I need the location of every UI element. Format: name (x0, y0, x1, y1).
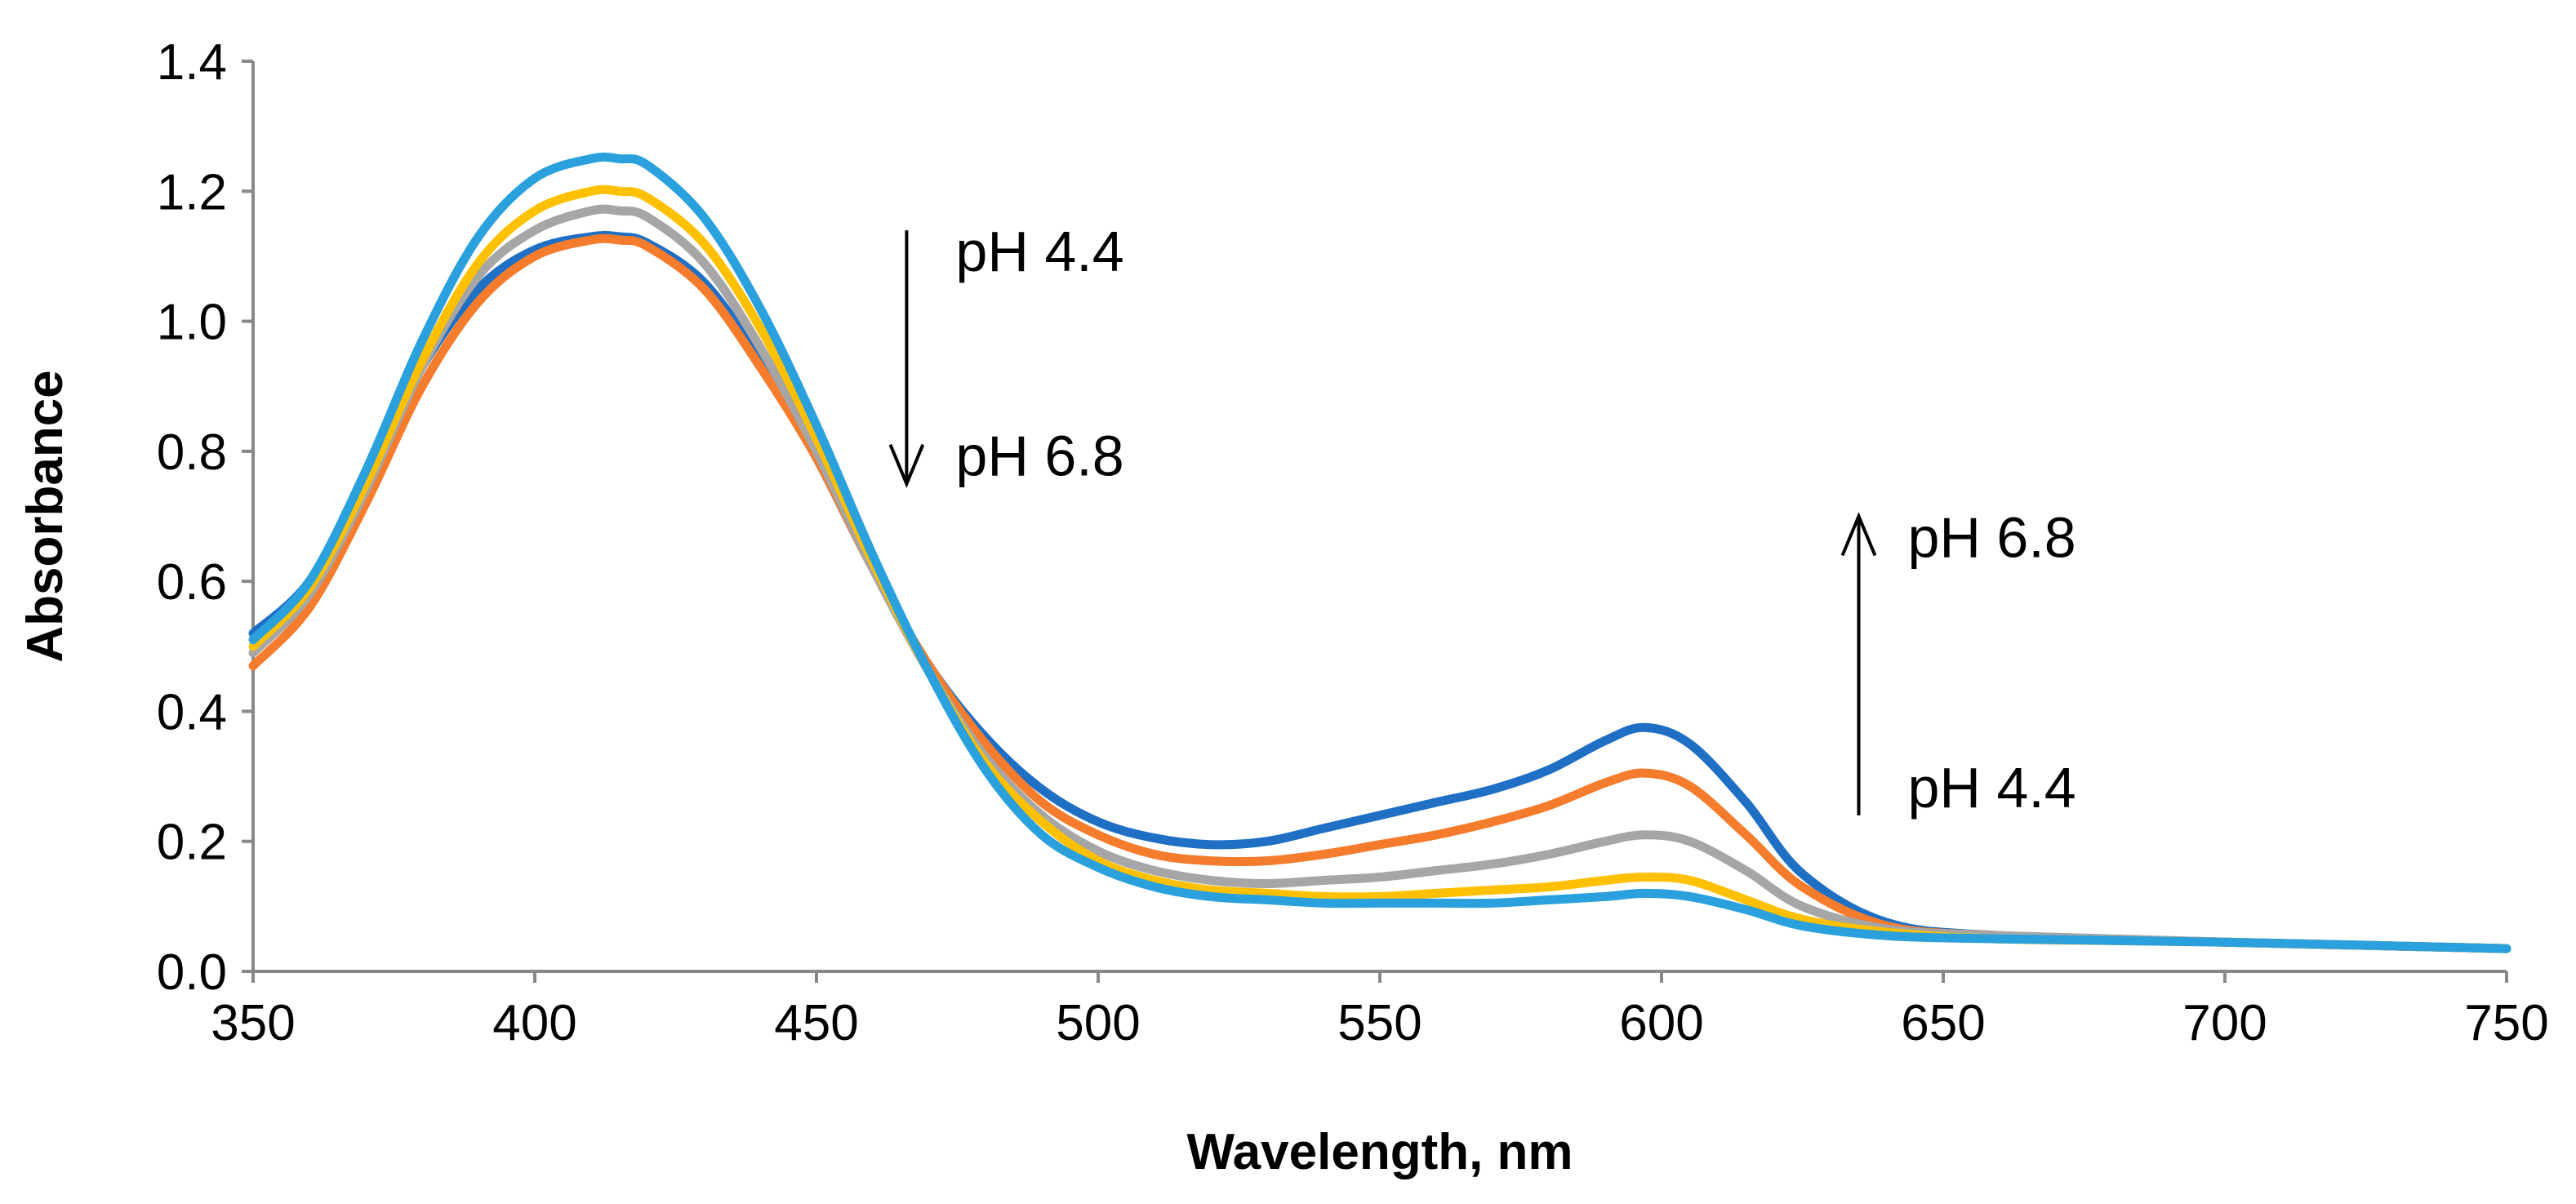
x-tick-label: 550 (1337, 995, 1421, 1051)
y-tick-label: 1.2 (157, 164, 227, 220)
ticks: 350 400 450 500 550 600 650 700 750 0.0 0.2 0.4 0.6 0… (157, 34, 2549, 1051)
y-tick-label: 1.0 (157, 295, 227, 351)
arrow-up-label-top: pH 6.8 (1908, 506, 2076, 570)
series-line-series-4 (248, 184, 2511, 953)
x-tick-label: 350 (211, 995, 295, 1051)
x-axis-title: Wavelength, nm (1186, 1124, 1573, 1180)
arrow-up-label-bottom: pH 4.4 (1908, 756, 2076, 820)
y-tick-label: 0.6 (157, 554, 227, 611)
x-tick-label: 750 (2464, 995, 2548, 1051)
x-tick-label: 500 (1056, 995, 1140, 1051)
arrow-down-label-bottom: pH 6.8 (955, 424, 1123, 488)
arrow-up-head (1840, 512, 1877, 557)
series-line-series-1 (248, 231, 2511, 953)
arrow-down-head (888, 443, 925, 488)
y-tick-label: 0.4 (157, 684, 227, 740)
series-line-series-5 (248, 152, 2511, 953)
y-tick-label: 0.0 (157, 944, 227, 1001)
x-tick-label: 400 (492, 995, 576, 1051)
x-tick-label: 700 (2182, 995, 2267, 1051)
arrow-down-label-top: pH 4.4 (955, 220, 1123, 283)
x-tick-label: 650 (1901, 995, 1985, 1051)
series-line-series-2 (248, 233, 2511, 953)
series-line-series-3 (248, 204, 2511, 953)
x-tick-label: 450 (774, 995, 858, 1051)
series-lines (248, 152, 2511, 953)
annotations: pH 4.4 pH 6.8 pH 6.8 pH 4.4 (888, 220, 2076, 820)
y-axis-title: Absorbance (17, 370, 73, 662)
y-tick-label: 1.4 (157, 34, 227, 91)
axes (251, 61, 2507, 973)
y-tick-label: 0.2 (157, 815, 227, 871)
x-tick-label: 600 (1619, 995, 1703, 1051)
y-tick-label: 0.8 (157, 424, 227, 481)
